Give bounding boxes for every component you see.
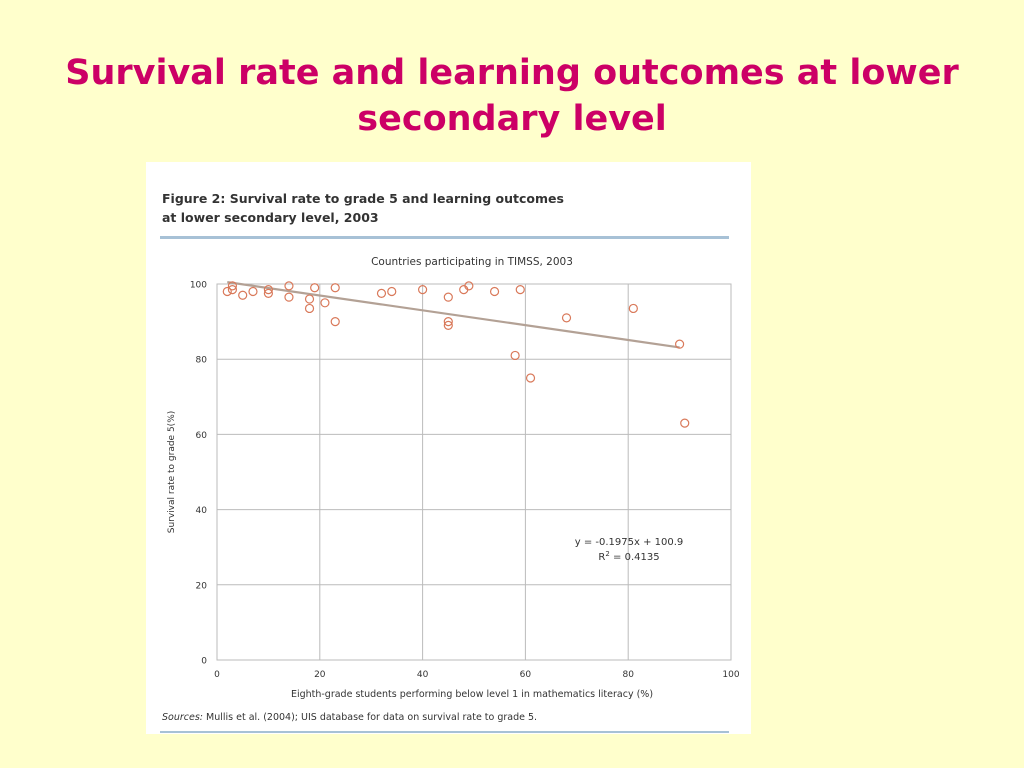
trendline-group	[227, 281, 680, 349]
y-tick-label: 100	[190, 281, 207, 291]
data-point	[418, 285, 428, 295]
data-point	[248, 286, 258, 297]
y-tick-label: 80	[196, 356, 208, 366]
y-tick-label: 40	[196, 506, 208, 516]
data-point	[387, 286, 397, 297]
data-point	[680, 418, 690, 428]
data-point	[515, 285, 525, 295]
data-point	[510, 350, 520, 361]
scatter-chart: Countries participating in TIMSS, 2003 0…	[167, 256, 740, 700]
data-point	[222, 286, 232, 297]
data-point	[489, 286, 500, 297]
y-axis-label: Survival rate to grade 5(%)	[167, 411, 177, 534]
x-tick-label: 80	[622, 670, 634, 680]
data-point	[304, 294, 315, 304]
data-point	[376, 288, 387, 298]
regression-equation: y = -0.1975x + 100.9	[575, 537, 684, 548]
figure-caption-line-2: at lower secondary level, 2003	[162, 210, 379, 225]
chart-title: Countries participating in TIMSS, 2003	[371, 256, 573, 268]
data-point	[628, 303, 638, 314]
data-point	[304, 303, 315, 314]
data-point	[263, 285, 274, 295]
x-tick-label: 100	[722, 670, 739, 680]
data-point	[284, 292, 294, 302]
sources-text: Mullis et al. (2004); UIS database for d…	[203, 712, 538, 723]
data-point	[674, 339, 685, 349]
data-point	[263, 288, 274, 298]
figure-bottom-rule	[160, 731, 729, 733]
data-point	[464, 281, 474, 291]
data-point	[443, 317, 453, 327]
plot-area	[216, 283, 732, 661]
data-point	[330, 283, 340, 293]
x-tick-label: 0	[214, 670, 220, 680]
data-point	[443, 320, 453, 330]
slide-title: Survival rate and learning outcomes at l…	[65, 53, 959, 139]
data-point	[330, 317, 340, 327]
data-point	[310, 283, 320, 293]
sources-label: Sources:	[162, 712, 203, 723]
data-point	[320, 298, 330, 308]
x-tick-label: 60	[520, 670, 532, 680]
data-point	[284, 281, 294, 291]
figure-top-rule	[160, 236, 729, 239]
figure-caption-line-1: Figure 2: Survival rate to grade 5 and l…	[162, 191, 564, 206]
x-tick-label: 40	[417, 670, 429, 680]
figure-panel: Figure 2: Survival rate to grade 5 and l…	[146, 162, 751, 734]
grid	[216, 283, 732, 661]
figure-sources: Sources: Mullis et al. (2004); UIS datab…	[162, 712, 732, 723]
y-tick-label: 0	[201, 657, 207, 667]
data-point	[561, 313, 572, 323]
data-points	[222, 281, 690, 428]
axes: 0 20 40 60 80 100 0 20 40 60 80 100	[190, 281, 740, 681]
trendline	[227, 281, 680, 349]
data-point	[227, 281, 238, 291]
data-point	[443, 292, 453, 302]
figure-caption: Figure 2: Survival rate to grade 5 and l…	[162, 189, 722, 227]
data-point	[238, 290, 248, 300]
y-tick-label: 60	[196, 431, 208, 441]
x-axis-label: Eighth-grade students performing below l…	[291, 689, 653, 700]
data-point	[227, 285, 238, 295]
r-squared-label: R2 = 0.4135	[598, 550, 659, 563]
x-tick-label: 20	[314, 670, 326, 680]
y-tick-label: 20	[196, 581, 208, 591]
data-point	[525, 373, 536, 383]
